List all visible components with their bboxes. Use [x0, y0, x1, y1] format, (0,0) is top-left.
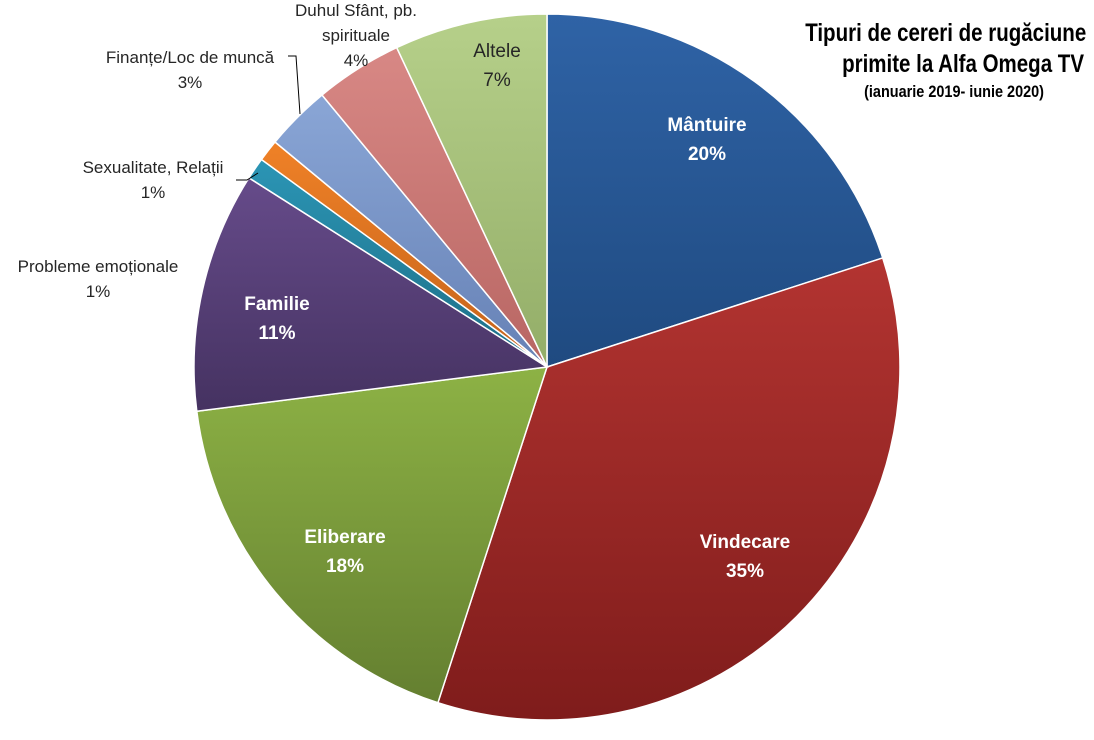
slice-label-duhul-sfant-pb-spirituale: Duhul Sfânt, pb. spirituale 4% [295, 1, 417, 70]
pie-slice-familie [193, 176, 550, 413]
chart-title-block: Tipuri de cereri de rugăciune primite la… [744, 18, 1087, 104]
pie-slice-altele [395, 13, 548, 368]
leader-lines-layer [236, 55, 301, 181]
pie-slice-eliberare [195, 366, 549, 704]
slice-label-vindecare: Vindecare 35% [700, 532, 790, 582]
chart-title-line-1: Tipuri de cereri de rugăciune [805, 19, 1087, 47]
pie-slice-vindecare [436, 256, 901, 721]
slice-label-finante-loc-de-munca: Finanțe/Loc de muncă 3% [106, 48, 275, 92]
slice-label-probleme-emotionale: Probleme emoționale 1% [18, 257, 179, 301]
slice-label-eliberare: Eliberare 18% [304, 527, 385, 577]
pie-slice-mantuire [546, 13, 884, 369]
labels-layer: Mântuire 20% Vindecare 35% Eliberare 18% Famil… [18, 1, 791, 582]
leader-line-finante-loc-de-munca [288, 55, 301, 115]
slice-label-sexualitate-relatii: Sexualitate, Relații 1% [83, 158, 224, 202]
slice-label-familie: Familie 11% [244, 294, 309, 344]
slices-layer [193, 13, 901, 721]
chart-subtitle: (ianuarie 2019- iunie 2020) [864, 82, 1044, 101]
slice-label-mantuire: Mântuire 20% [667, 115, 746, 165]
slice-label-altele: Altele 7% [473, 41, 521, 91]
leader-line-sexualitate-relatii [236, 172, 259, 181]
chart-title-line-2: primite la Alfa Omega TV [842, 50, 1084, 78]
